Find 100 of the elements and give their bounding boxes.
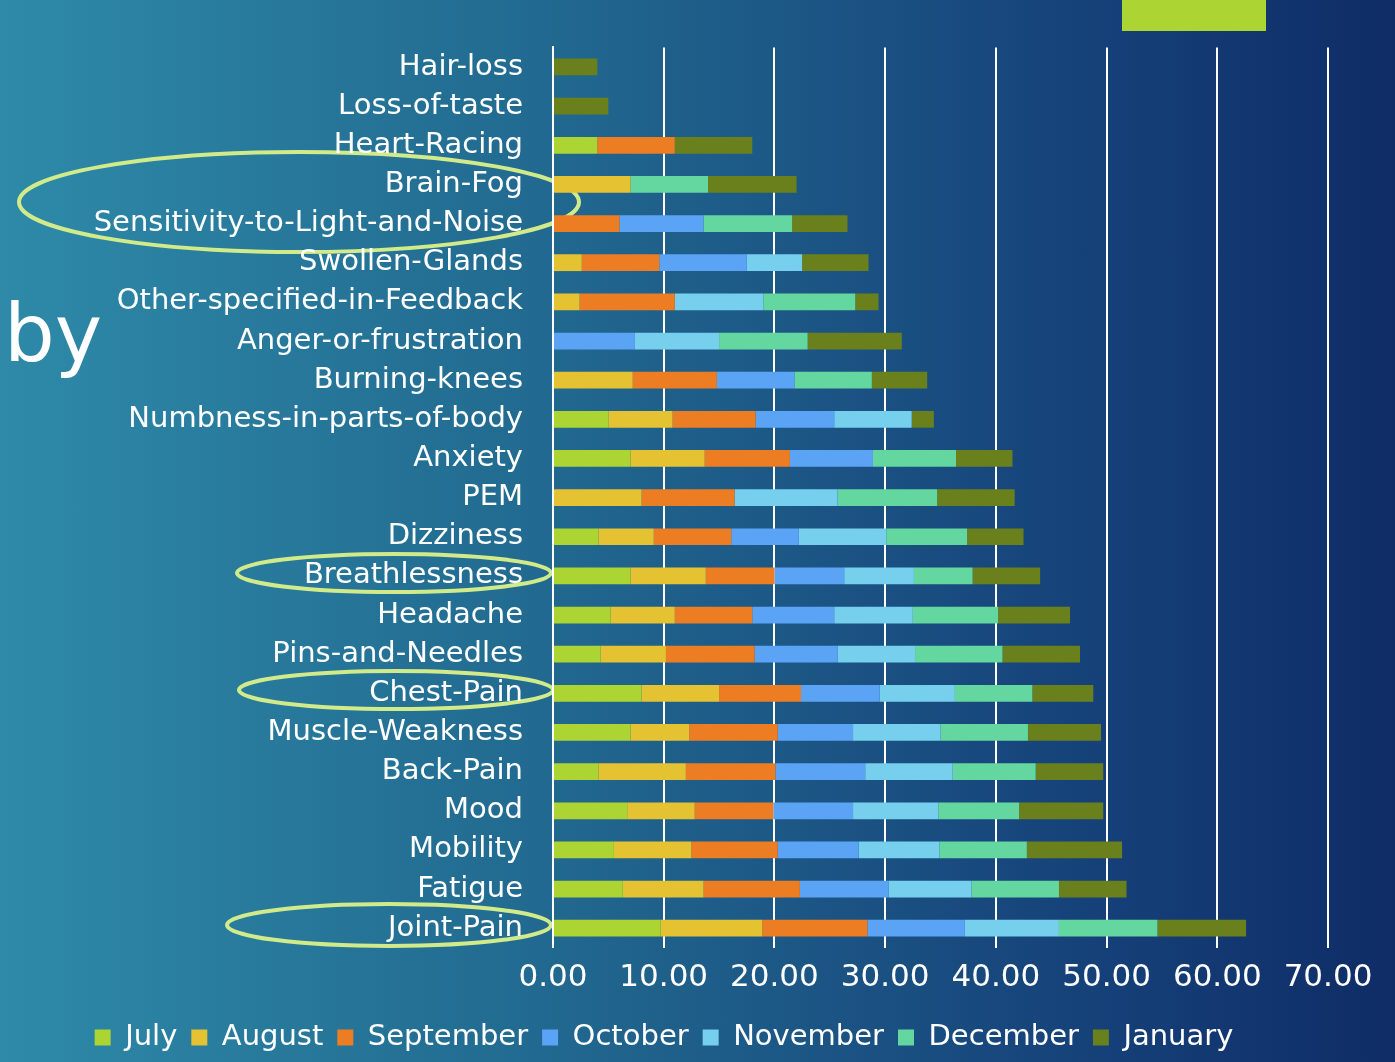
bar bbox=[807, 332, 902, 350]
bar bbox=[554, 215, 620, 232]
bar bbox=[801, 684, 880, 702]
y-tick-label: Burning-knees bbox=[313, 360, 523, 395]
bar bbox=[634, 332, 720, 350]
bar bbox=[627, 802, 695, 820]
bar bbox=[964, 919, 1059, 937]
y-tick-label: Numbness-in-parts-of-body bbox=[128, 399, 523, 434]
legend-label: September bbox=[367, 1018, 529, 1053]
bar bbox=[674, 606, 753, 624]
bar bbox=[746, 254, 803, 272]
bar bbox=[734, 489, 838, 506]
bar bbox=[853, 802, 939, 820]
bar bbox=[939, 841, 1027, 859]
bar bbox=[554, 567, 631, 585]
bar bbox=[1058, 880, 1127, 898]
bar bbox=[799, 880, 889, 898]
bar bbox=[834, 410, 912, 428]
y-tick-label: Anger-or-frustration bbox=[236, 321, 523, 356]
bar bbox=[581, 254, 660, 272]
bar bbox=[554, 841, 614, 859]
bar bbox=[1157, 919, 1247, 937]
bar bbox=[703, 215, 793, 232]
bar bbox=[630, 450, 705, 467]
bar bbox=[954, 684, 1033, 702]
bar bbox=[554, 332, 635, 350]
bar bbox=[554, 371, 633, 389]
bar bbox=[703, 880, 800, 898]
legend-label: July bbox=[123, 1018, 178, 1053]
bar bbox=[554, 684, 642, 702]
y-tick-label: Chest-Pain bbox=[369, 673, 523, 708]
x-tick-label: 60.00 bbox=[1172, 957, 1262, 994]
legend-label: October bbox=[572, 1018, 689, 1053]
legend-label: November bbox=[733, 1018, 885, 1053]
bar bbox=[554, 724, 631, 741]
bar bbox=[886, 528, 968, 546]
bar bbox=[1026, 841, 1123, 859]
bar bbox=[967, 528, 1024, 546]
bar bbox=[1019, 802, 1104, 820]
x-tick-label: 30.00 bbox=[840, 957, 930, 994]
bar bbox=[608, 410, 673, 428]
bar bbox=[879, 684, 955, 702]
bar bbox=[554, 97, 609, 115]
bar bbox=[912, 606, 999, 624]
bar bbox=[998, 606, 1071, 624]
bar bbox=[763, 293, 856, 311]
y-tick-label: Hair-loss bbox=[398, 47, 523, 82]
y-tick-label: Dizziness bbox=[387, 517, 523, 552]
bar bbox=[837, 645, 916, 663]
bar bbox=[674, 293, 764, 311]
bar bbox=[665, 645, 755, 663]
bar bbox=[834, 606, 913, 624]
bar bbox=[653, 528, 732, 546]
bar bbox=[554, 919, 661, 937]
bar bbox=[554, 176, 631, 193]
bar bbox=[940, 724, 1028, 741]
y-tick-label: Anxiety bbox=[413, 438, 523, 473]
bar bbox=[554, 136, 598, 154]
x-tick-label: 10.00 bbox=[619, 957, 709, 994]
bar bbox=[554, 606, 611, 624]
bar bbox=[755, 410, 835, 428]
bar bbox=[630, 567, 706, 585]
bar bbox=[579, 293, 675, 311]
bar bbox=[632, 371, 717, 389]
bar bbox=[1002, 645, 1080, 663]
bar bbox=[938, 802, 1020, 820]
legend-label: August bbox=[221, 1018, 324, 1053]
x-tick-label: 40.00 bbox=[951, 957, 1041, 994]
bar bbox=[752, 606, 835, 624]
legend-label: December bbox=[928, 1018, 1079, 1053]
y-tick-label: Back-Pain bbox=[381, 752, 523, 787]
bar bbox=[554, 880, 623, 898]
bar bbox=[792, 215, 848, 232]
bar bbox=[775, 763, 866, 780]
y-tick-label: Heart-Racing bbox=[333, 125, 523, 160]
bar bbox=[685, 763, 776, 780]
bar bbox=[1035, 763, 1104, 780]
y-tick-label: Pins-and-Needles bbox=[272, 634, 523, 669]
bar bbox=[754, 645, 838, 663]
bar bbox=[554, 528, 599, 546]
bar bbox=[867, 919, 965, 937]
bar bbox=[937, 489, 1015, 506]
x-tick-label: 20.00 bbox=[730, 957, 819, 994]
bar bbox=[855, 293, 879, 311]
bar bbox=[704, 450, 790, 467]
bar bbox=[716, 371, 795, 389]
bar bbox=[672, 410, 756, 428]
bar bbox=[774, 567, 845, 585]
bar bbox=[837, 489, 938, 506]
bar bbox=[705, 567, 775, 585]
bar bbox=[731, 528, 799, 546]
bar bbox=[719, 332, 808, 350]
bar bbox=[554, 450, 631, 467]
bar bbox=[691, 841, 778, 859]
bar bbox=[798, 528, 887, 546]
bar bbox=[888, 880, 972, 898]
bar bbox=[777, 724, 854, 741]
bar bbox=[1027, 724, 1102, 741]
y-tick-label: Swollen-Glands bbox=[299, 243, 523, 278]
bar bbox=[972, 567, 1041, 585]
